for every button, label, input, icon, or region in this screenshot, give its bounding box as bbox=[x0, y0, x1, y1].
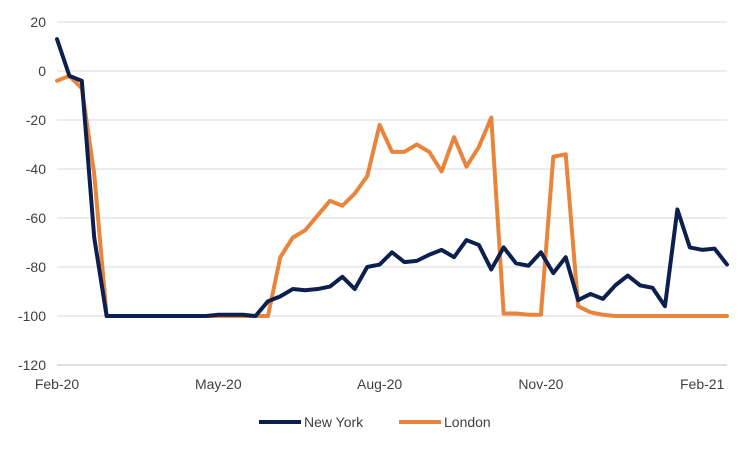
x-tick-label-1: May-20 bbox=[195, 376, 242, 392]
y-tick-label-2: -20 bbox=[26, 112, 46, 128]
x-tick-label-3: Nov-20 bbox=[518, 376, 563, 392]
x-tick-label-4: Feb-21 bbox=[680, 376, 725, 392]
legend: New York London bbox=[259, 414, 491, 430]
x-axis: Feb-20 May-20 Aug-20 Nov-20 Feb-21 bbox=[35, 376, 725, 392]
y-axis: 20 0 -20 -40 -60 -80 -100 -120 bbox=[18, 14, 46, 373]
legend-label-london: London bbox=[444, 414, 491, 430]
x-tick-label-0: Feb-20 bbox=[35, 376, 80, 392]
series-line-london bbox=[55, 73, 729, 318]
y-tick-label-1: 0 bbox=[38, 63, 46, 79]
y-tick-label-0: 20 bbox=[30, 14, 46, 30]
y-tick-label-5: -80 bbox=[26, 259, 46, 275]
y-tick-label-3: -40 bbox=[26, 161, 46, 177]
gridlines bbox=[57, 21, 727, 366]
y-tick-label-7: -120 bbox=[18, 357, 46, 373]
x-tick-label-2: Aug-20 bbox=[357, 376, 402, 392]
y-tick-label-4: -60 bbox=[26, 210, 46, 226]
series-line-new-york bbox=[55, 37, 729, 318]
legend-label-new-york: New York bbox=[304, 414, 364, 430]
series-lines bbox=[55, 37, 729, 318]
y-tick-label-6: -100 bbox=[18, 308, 46, 324]
